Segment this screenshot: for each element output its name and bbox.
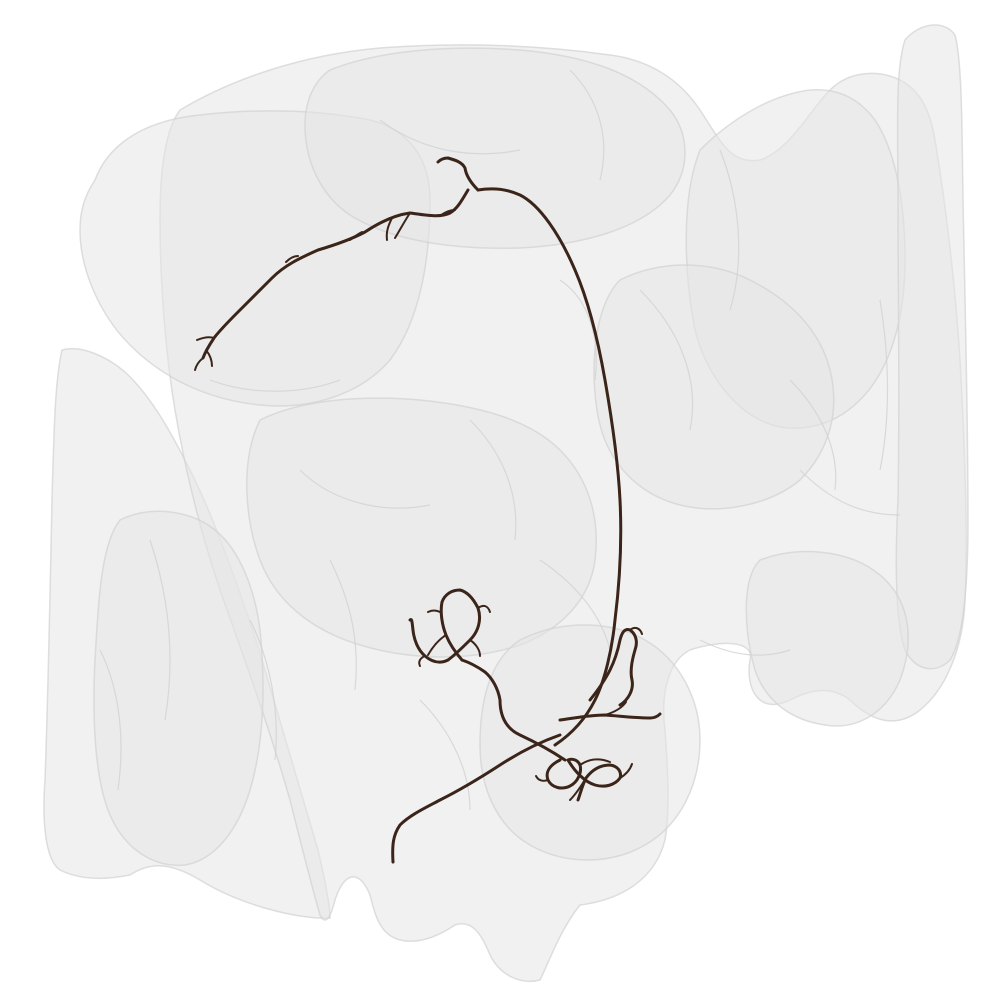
brain-mesh — [43, 24, 969, 982]
neuron-trace — [194, 156, 662, 864]
neuron-top-hook — [436, 156, 480, 192]
mesh-upper-middle-dome — [304, 47, 686, 249]
neuron-lower-left-branch — [391, 733, 562, 864]
neuron-loop-cluster — [408, 588, 482, 664]
mesh-right-middle-bump — [593, 264, 835, 510]
mesh-lower-central-mass — [246, 397, 597, 658]
neuron-bottom-cluster — [545, 757, 622, 802]
mesh-right-slab — [895, 24, 969, 670]
mesh-bottom-left-protrusion — [93, 510, 264, 867]
neuron-crossing-branch — [460, 658, 567, 762]
neuron-right-lower-branch — [558, 712, 662, 722]
mesh-bottom-right-cluster — [479, 624, 701, 861]
brain-mesh-contours — [99, 69, 901, 811]
mesh-far-right-lower-block — [745, 550, 909, 727]
